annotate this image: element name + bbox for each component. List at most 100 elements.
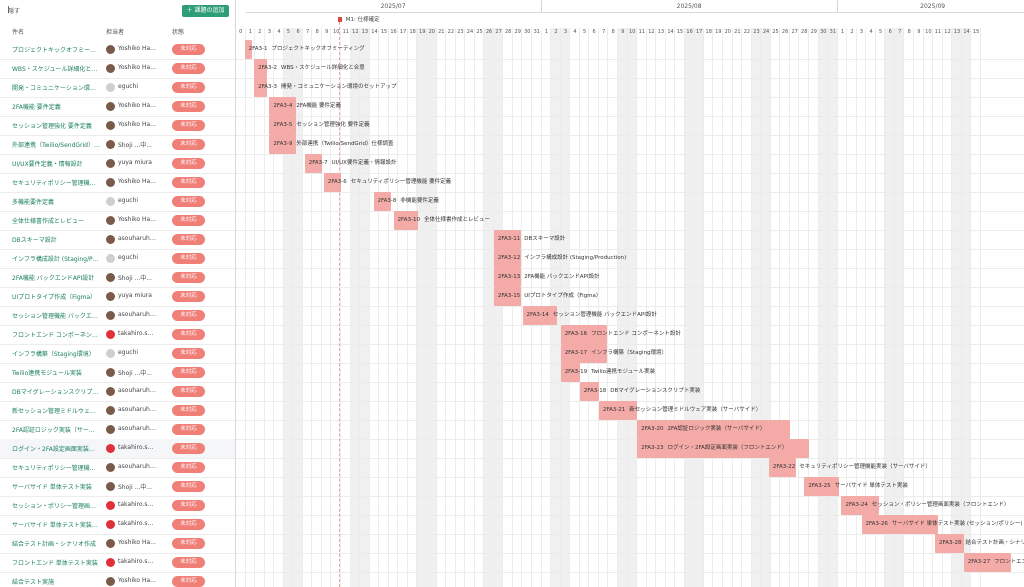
task-name-link[interactable]: 2FA機能 バックエンドAPI設計 [12,275,95,282]
task-name-link[interactable]: 開発・コミュニケーション環境... [12,85,100,92]
task-name-link[interactable]: インフラ構築（Staging環境） [12,351,95,358]
task-name-link[interactable]: サーバサイド 単体テスト実装 [12,484,92,491]
task-name-link[interactable]: フロントエンド 単体テスト実装 [12,560,98,567]
gantt-bar[interactable] [269,97,297,116]
status-badge[interactable]: 未対応 [172,405,205,416]
gantt-bar[interactable] [637,420,790,439]
status-badge[interactable]: 未対応 [172,139,205,150]
status-badge[interactable]: 未対応 [172,272,205,283]
task-name-link[interactable]: DBマイグレーションスクリプト... [12,389,100,396]
status-badge[interactable]: 未対応 [172,500,205,511]
gantt-bar[interactable] [304,154,322,173]
task-row[interactable]: セッション・ポリシー管理画面... takahiro.sato 未対応 [0,496,235,516]
task-name-link[interactable]: フロントエンド コンポーネント... [12,332,100,339]
task-name-link[interactable]: セキュリティポリシー管理機能... [12,180,100,187]
column-header-assignee[interactable]: 担当者 [106,29,125,36]
task-row[interactable]: 2FA機能 要件定義 Yoshiko Ha... 未対応 [0,97,235,117]
task-row[interactable]: DBスキーマ設計 asouharuhi... 未対応 [0,230,235,250]
status-badge[interactable]: 未対応 [172,424,205,435]
task-name-link[interactable]: 2FA認証ロジック実装（サーバ... [12,427,100,434]
gantt-bar[interactable] [493,287,521,306]
task-name-link[interactable]: セッション・ポリシー管理画面... [12,503,100,510]
status-badge[interactable]: 未対応 [172,158,205,169]
task-row[interactable]: セキュリティポリシー管理機能... Yoshiko Ha... 未対応 [0,173,235,193]
task-row[interactable]: 2FA機能 バックエンドAPI設計 Shoji ...中... 未対応 [0,268,235,288]
status-badge[interactable]: 未対応 [172,291,205,302]
column-header-status[interactable]: 状態 [172,29,185,36]
task-row[interactable]: UI/UX要件定義・情報設計 yuya miura 未対応 [0,154,235,174]
task-row[interactable]: フロントエンド コンポーネント... takahiro.sato 未対応 [0,325,235,345]
task-row[interactable]: フロントエンド 単体テスト実装 takahiro.sato 未対応 [0,553,235,573]
gantt-bar[interactable] [269,116,297,135]
gantt-bar[interactable] [323,173,342,192]
task-name-link[interactable]: インフラ構成設計 (Staging/Pro... [12,256,100,263]
task-name-link[interactable]: セッション管理強化 要件定義 [12,123,92,130]
milestone-marker[interactable]: M1: 仕様確定 [338,15,380,23]
status-badge[interactable]: 未対応 [172,101,205,112]
gantt-bar[interactable] [560,344,607,363]
task-name-link[interactable]: セキュリティポリシー管理機能... [12,465,100,472]
gantt-bar[interactable] [493,268,521,287]
task-row[interactable]: セッション管理機能 バックエン... asouharuhi... 未対応 [0,306,235,326]
status-badge[interactable]: 未対応 [172,481,205,492]
task-name-link[interactable]: WBS・スケジュール詳細化と合意 [12,66,100,73]
status-badge[interactable]: 未対応 [172,367,205,378]
task-name-link[interactable]: DBスキーマ設計 [12,237,57,244]
task-name-link[interactable]: UI/UX要件定義・情報設計 [12,161,83,168]
task-row[interactable]: サーバサイド 単体テスト実装 Shoji ...中... 未対応 [0,477,235,497]
status-badge[interactable]: 未対応 [172,576,205,587]
task-name-link[interactable]: ログイン・2FA設定画面実装（... [12,446,100,453]
task-row[interactable]: WBS・スケジュール詳細化と合意 Yoshiko Ha... 未対応 [0,59,235,79]
gantt-bar[interactable] [269,135,297,154]
gantt-bar[interactable] [493,249,521,268]
task-row[interactable]: セキュリティポリシー管理機能... asouharuhi... 未対応 [0,458,235,478]
status-badge[interactable]: 未対応 [172,120,205,131]
status-badge[interactable]: 未対応 [172,348,205,359]
task-row[interactable]: 新セッション管理ミドルウェア... asouharuhi... 未対応 [0,401,235,421]
task-name-link[interactable]: 新セッション管理ミドルウェア... [12,408,100,415]
gantt-bar[interactable] [254,78,267,97]
task-row[interactable]: DBマイグレーションスクリプト... asouharuhi... 未対応 [0,382,235,402]
add-task-button[interactable]: ＋ 課題の追加 [182,5,229,17]
task-row[interactable]: ログイン・2FA設定画面実装（... takahiro.sato 未対応 [0,439,235,459]
task-name-link[interactable]: 多機能要件定義 [12,199,55,206]
collapse-button[interactable]: 隠す [8,6,20,15]
task-name-link[interactable]: UIプロトタイプ作成（Figma） [12,294,97,301]
gantt-bar[interactable] [963,553,1012,572]
task-row[interactable]: 開発・コミュニケーション環境... eguchi 未対応 [0,78,235,98]
task-name-link[interactable]: 全体仕様書作成とレビュー [12,218,85,225]
gantt-bar[interactable] [579,382,599,401]
gantt-bar[interactable] [393,211,419,230]
task-row[interactable]: 結合テスト計画・シナリオ作成 Yoshiko Ha... 未対応 [0,534,235,554]
gantt-bar[interactable] [804,477,839,496]
gantt-bar[interactable] [768,458,796,477]
task-row[interactable]: Twilio連携モジュール実装 Shoji ...中... 未対応 [0,363,235,383]
status-badge[interactable]: 未対応 [172,386,205,397]
status-badge[interactable]: 未対応 [172,462,205,473]
column-header-name[interactable]: 件名 [12,29,25,36]
task-row[interactable]: インフラ構築（Staging環境） eguchi 未対応 [0,344,235,364]
gantt-bar[interactable] [373,192,391,211]
task-name-link[interactable]: サーバサイド 単体テスト実装（... [12,522,100,529]
gantt-bar[interactable] [598,401,638,420]
task-row[interactable]: セッション管理強化 要件定義 Yoshiko Ha... 未対応 [0,116,235,136]
status-badge[interactable]: 未対応 [172,443,205,454]
task-row[interactable]: プロジェクトキックオフミーティ... Yoshiko Ha... 未対応 [0,40,235,60]
task-row[interactable]: サーバサイド 単体テスト実装（... takahiro.sato 未対応 [0,515,235,535]
task-name-link[interactable]: 2FA機能 要件定義 [12,104,61,111]
status-badge[interactable]: 未対応 [172,557,205,568]
task-row[interactable]: 2FA認証ロジック実装（サーバ... asouharuhi... 未対応 [0,420,235,440]
task-row[interactable]: 全体仕様書作成とレビュー Yoshiko Ha... 未対応 [0,211,235,231]
gantt-bar[interactable] [493,230,521,249]
status-badge[interactable]: 未対応 [172,538,205,549]
status-badge[interactable]: 未対応 [172,234,205,245]
status-badge[interactable]: 未対応 [172,196,205,207]
task-row[interactable]: 外部連携（Twilio/SendGrid）仕... Shoji ...中... 未対… [0,135,235,155]
task-name-link[interactable]: プロジェクトキックオフミーティ... [12,47,100,54]
gantt-bar[interactable] [637,439,809,458]
status-badge[interactable]: 未対応 [172,82,205,93]
task-name-link[interactable]: 結合テスト実施 [12,579,55,586]
gantt-bar[interactable] [560,363,580,382]
gantt-bar[interactable] [935,534,964,553]
status-badge[interactable]: 未対応 [172,177,205,188]
